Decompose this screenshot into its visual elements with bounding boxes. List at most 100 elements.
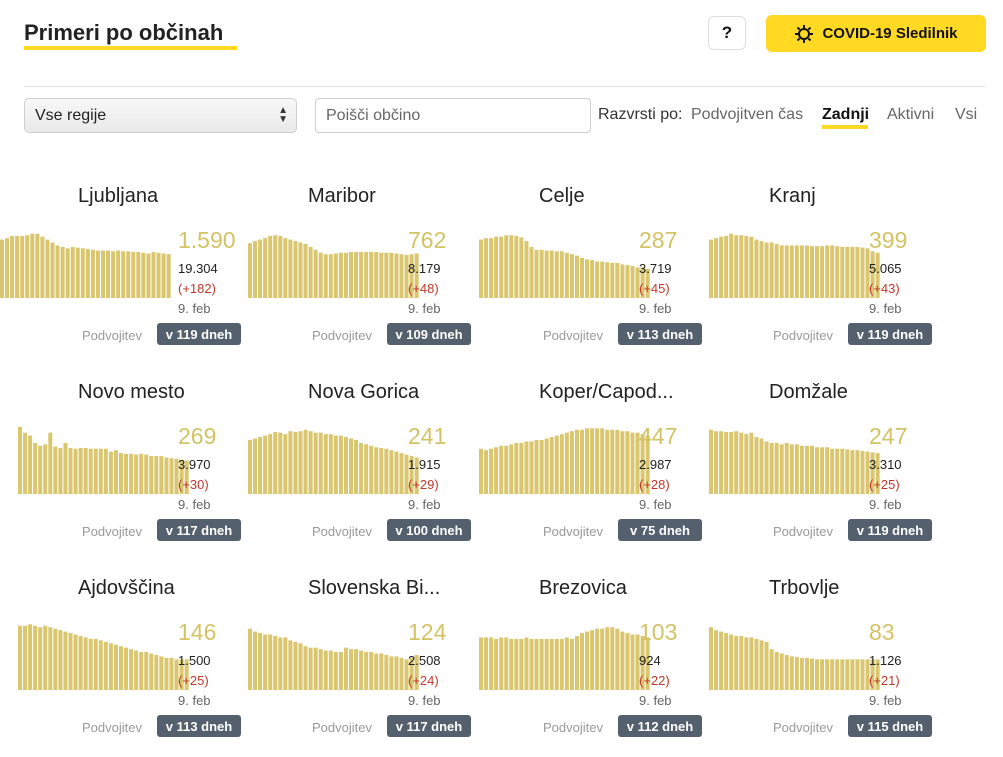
municipality-card[interactable]: Domžale 247 3.310 (+25) 9. feb Podvojitev v 11…: [691, 381, 932, 561]
chart-bar: [328, 254, 333, 298]
municipality-card[interactable]: Ljubljana 1.590 19.304 (+182) 9. feb Podvojit…: [0, 185, 241, 365]
chart-bar: [134, 454, 139, 494]
help-button[interactable]: ?: [708, 16, 746, 50]
chart-bar: [278, 235, 283, 298]
chart-bar: [359, 252, 364, 298]
municipality-name: Slovenska Bi...: [308, 577, 441, 599]
chart-bar: [354, 439, 359, 494]
chart-bar: [759, 241, 764, 298]
chart-bar: [88, 638, 93, 690]
chart-bar: [40, 236, 45, 298]
chart-bar: [166, 254, 171, 298]
municipality-search-input[interactable]: [315, 98, 591, 133]
chart-bar: [399, 453, 404, 494]
chart-bar: [318, 252, 323, 298]
last-update-date: 9. feb: [869, 497, 902, 512]
doubling-label: Podvojitev: [312, 524, 372, 539]
chart-bar: [645, 435, 650, 494]
municipality-card[interactable]: Maribor 762 8.179 (+48) 9. feb Podvojitev v 10…: [230, 185, 471, 365]
municipality-card[interactable]: Novo mesto 269 3.970 (+30) 9. feb Podvojitev v…: [0, 381, 241, 561]
municipality-card[interactable]: Trbovlje 83 1.126 (+21) 9. feb Podvojitev v 11…: [691, 577, 932, 757]
chart-bar: [95, 250, 100, 298]
chart-bar: [640, 434, 645, 494]
doubling-label: Podvojitev: [82, 524, 142, 539]
doubling-time-badge: v 119 dneh: [848, 323, 932, 345]
chart-bar: [35, 233, 40, 298]
chart-bar: [719, 431, 724, 494]
doubling-time-badge: v 109 dneh: [387, 323, 471, 345]
chart-bar: [328, 650, 333, 690]
sort-option-doubling[interactable]: Podvojitven čas: [691, 106, 804, 123]
chart-bar: [569, 638, 574, 690]
chart-bar: [394, 656, 399, 690]
chart-bar: [615, 628, 620, 690]
chart-bar: [544, 638, 549, 690]
chart-bar: [605, 627, 610, 690]
chart-bar: [554, 638, 559, 690]
region-select[interactable]: Vse regije ▲ ▼: [24, 98, 297, 133]
chart-bar: [524, 441, 529, 494]
chart-bar: [179, 459, 184, 494]
chart-bar: [754, 239, 759, 298]
doubling-label: Podvojitev: [773, 328, 833, 343]
chart-bar: [549, 437, 554, 494]
municipality-card[interactable]: Slovenska Bi... 124 2.508 (+24) 9. feb Podvoj…: [230, 577, 471, 757]
chart-bar: [574, 635, 579, 690]
chart-bar: [794, 245, 799, 298]
chart-bar: [399, 254, 404, 298]
chart-bar: [489, 238, 494, 298]
doubling-time-badge: v 117 dneh: [157, 519, 241, 541]
cases-bar-chart: [248, 235, 419, 298]
chart-bar: [253, 631, 258, 690]
chart-bar: [139, 453, 144, 494]
chart-bar: [156, 252, 161, 298]
chart-bar: [28, 435, 33, 494]
chart-bar: [600, 628, 605, 690]
chart-bar: [724, 235, 729, 298]
chart-bar: [409, 254, 414, 298]
municipality-name: Ljubljana: [78, 185, 159, 207]
chart-bar: [298, 643, 303, 690]
sort-option-all[interactable]: Vsi: [955, 106, 978, 123]
chart-bar: [248, 243, 252, 298]
municipality-name: Koper/Capod...: [539, 381, 674, 403]
chart-bar: [283, 434, 288, 494]
municipality-card[interactable]: Koper/Capod... 447 2.987 (+28) 9. feb Podvoji…: [461, 381, 702, 561]
chart-bar: [524, 241, 529, 298]
chart-bar: [101, 250, 105, 298]
chart-bar: [394, 253, 399, 298]
chart-bar: [68, 448, 73, 494]
chart-bar: [131, 252, 136, 298]
municipality-card[interactable]: Kranj 399 5.065 (+43) 9. feb Podvojitev v 119 …: [691, 185, 932, 365]
covid-sledilnik-button[interactable]: COVID-19 Sledilnik: [766, 15, 986, 52]
chart-bar: [640, 267, 645, 298]
sort-option-active[interactable]: Aktivni: [887, 106, 935, 123]
chart-bar: [73, 634, 78, 690]
municipality-card[interactable]: Ajdovščina 146 1.500 (+25) 9. feb Podvojitev v…: [0, 577, 241, 757]
chart-bar: [159, 656, 164, 690]
chart-bar: [113, 450, 118, 494]
chart-bar: [625, 431, 630, 494]
cumulative-cases-value: 1.915: [408, 457, 441, 472]
chart-bar: [494, 236, 499, 298]
chart-bar: [484, 637, 489, 690]
sort-option-latest[interactable]: Zadnji: [822, 106, 870, 123]
chart-bar: [268, 235, 273, 298]
municipality-card[interactable]: Celje 287 3.719 (+45) 9. feb Podvojitev v 113 …: [461, 185, 702, 365]
chart-bar: [129, 453, 134, 494]
municipality-card[interactable]: Brezovica 103 924 (+22) 9. feb Podvojitev v 11…: [461, 577, 702, 757]
chart-bar: [369, 252, 374, 298]
chart-bar: [734, 235, 739, 298]
chart-bar: [744, 434, 749, 494]
doubling-label: Podvojitev: [773, 720, 833, 735]
cumulative-cases-value: 924: [639, 653, 661, 668]
chart-bar: [804, 245, 809, 298]
chart-bar: [283, 238, 288, 298]
cumulative-cases-value: 3.970: [178, 457, 211, 472]
chart-bar: [119, 453, 123, 494]
last-update-date: 9. feb: [639, 497, 672, 512]
municipality-card[interactable]: Nova Gorica 241 1.915 (+29) 9. feb Podvojitev…: [230, 381, 471, 561]
cumulative-cases-value: 3.310: [869, 457, 902, 472]
doubling-label: Podvojitev: [312, 328, 372, 343]
sort-active-underline: [822, 125, 868, 129]
